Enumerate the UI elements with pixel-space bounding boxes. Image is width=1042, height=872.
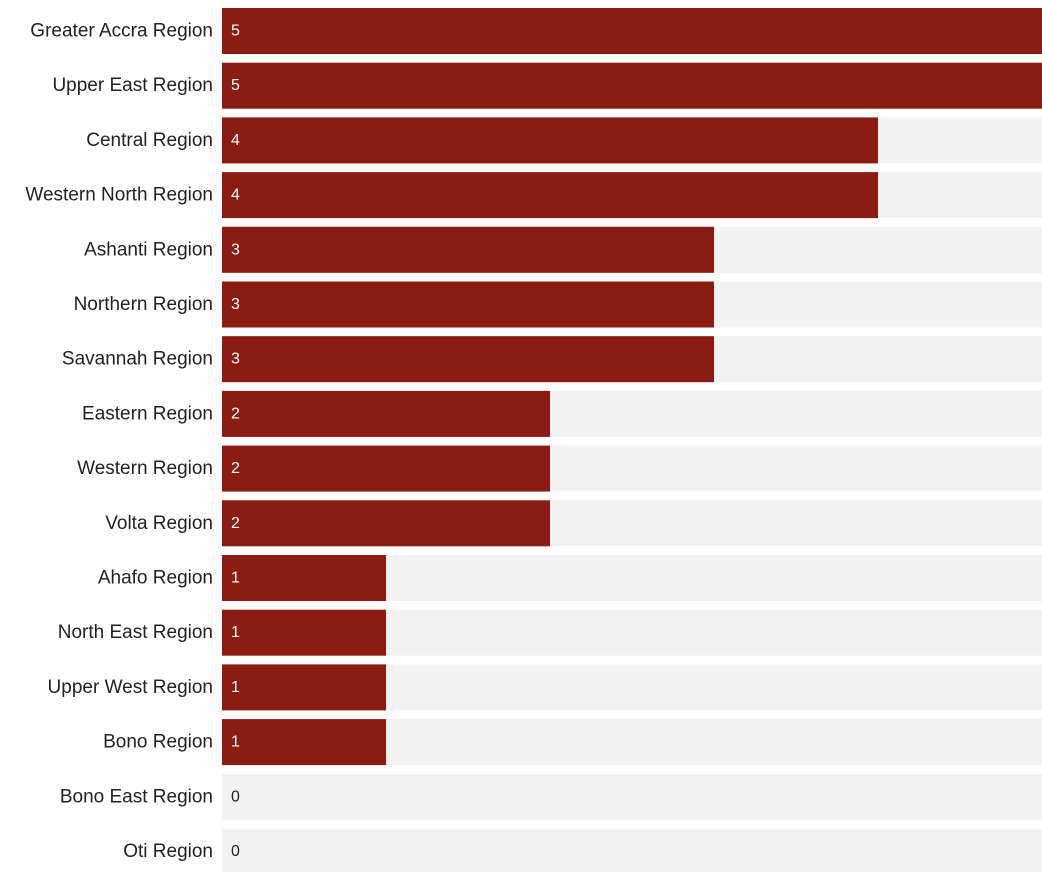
value-label-greater-accra-region: 5 bbox=[231, 23, 240, 40]
bar-savannah-region bbox=[222, 336, 714, 383]
bar-upper-east-region bbox=[222, 62, 1042, 109]
bar-track-bono-east-region bbox=[222, 773, 1042, 820]
bar-upper-west-region bbox=[222, 664, 386, 711]
bar-row-volta-region: Volta Region 2 bbox=[105, 500, 1042, 547]
bar-row-ahafo-region: Ahafo Region 1 bbox=[98, 555, 1042, 601]
value-label-oti-region: 0 bbox=[231, 843, 240, 860]
category-label-savannah-region: Savannah Region bbox=[62, 349, 213, 370]
bar-row-central-region: Central Region 4 bbox=[86, 117, 1042, 164]
chart-rows: Greater Accra Region 5 Upper East Region 5 C… bbox=[25, 8, 1042, 872]
category-label-oti-region: Oti Region bbox=[123, 841, 213, 862]
category-label-northern-region: Northern Region bbox=[74, 294, 213, 315]
bar-row-upper-west-region: Upper West Region 1 bbox=[48, 664, 1042, 711]
bar-track-oti-region bbox=[222, 828, 1042, 872]
bar-greater-accra-region bbox=[222, 8, 1042, 54]
category-label-ashanti-region: Ashanti Region bbox=[84, 239, 213, 260]
value-label-north-east-region: 1 bbox=[231, 624, 240, 641]
category-label-volta-region: Volta Region bbox=[105, 513, 213, 534]
bar-western-region bbox=[222, 445, 550, 492]
value-label-ashanti-region: 3 bbox=[231, 241, 240, 258]
bar-row-western-north-region: Western North Region 4 bbox=[25, 172, 1042, 219]
bar-western-north-region bbox=[222, 172, 878, 219]
value-label-bono-east-region: 0 bbox=[231, 788, 240, 805]
category-label-bono-region: Bono Region bbox=[103, 732, 213, 753]
value-label-upper-west-region: 1 bbox=[231, 679, 240, 696]
category-label-upper-east-region: Upper East Region bbox=[52, 75, 213, 96]
category-label-ahafo-region: Ahafo Region bbox=[98, 568, 213, 589]
bar-row-oti-region: Oti Region 0 bbox=[123, 828, 1042, 872]
bar-row-savannah-region: Savannah Region 3 bbox=[62, 336, 1042, 383]
bar-bono-region bbox=[222, 719, 386, 766]
bar-row-bono-region: Bono Region 1 bbox=[103, 719, 1042, 766]
bar-north-east-region bbox=[222, 609, 386, 656]
bar-row-bono-east-region: Bono East Region 0 bbox=[60, 773, 1042, 820]
bar-eastern-region bbox=[222, 390, 550, 437]
category-label-north-east-region: North East Region bbox=[58, 622, 213, 643]
value-label-central-region: 4 bbox=[231, 132, 240, 149]
category-label-central-region: Central Region bbox=[86, 130, 213, 151]
value-label-eastern-region: 2 bbox=[231, 405, 240, 422]
category-label-bono-east-region: Bono East Region bbox=[60, 786, 213, 807]
bar-row-northern-region: Northern Region 3 bbox=[74, 281, 1042, 328]
value-label-upper-east-region: 5 bbox=[231, 77, 240, 94]
value-label-western-north-region: 4 bbox=[231, 187, 240, 204]
bar-ashanti-region bbox=[222, 226, 714, 273]
value-label-ahafo-region: 1 bbox=[231, 570, 240, 587]
bar-row-eastern-region: Eastern Region 2 bbox=[82, 390, 1042, 437]
bar-volta-region bbox=[222, 500, 550, 547]
value-label-volta-region: 2 bbox=[231, 515, 240, 532]
bar-row-north-east-region: North East Region 1 bbox=[58, 609, 1042, 656]
category-label-greater-accra-region: Greater Accra Region bbox=[30, 21, 213, 42]
category-label-upper-west-region: Upper West Region bbox=[48, 677, 213, 698]
value-label-bono-region: 1 bbox=[231, 734, 240, 751]
bar-northern-region bbox=[222, 281, 714, 328]
category-label-western-region: Western Region bbox=[77, 458, 213, 479]
value-label-western-region: 2 bbox=[231, 460, 240, 477]
category-label-western-north-region: Western North Region bbox=[25, 185, 213, 206]
bar-row-upper-east-region: Upper East Region 5 bbox=[52, 62, 1042, 109]
bar-row-western-region: Western Region 2 bbox=[77, 445, 1042, 492]
value-label-savannah-region: 3 bbox=[231, 351, 240, 368]
bar-row-ashanti-region: Ashanti Region 3 bbox=[84, 226, 1042, 273]
bar-ahafo-region bbox=[222, 555, 386, 601]
bar-row-greater-accra-region: Greater Accra Region 5 bbox=[30, 8, 1042, 54]
value-label-northern-region: 3 bbox=[231, 296, 240, 313]
category-label-eastern-region: Eastern Region bbox=[82, 403, 213, 424]
bar-central-region bbox=[222, 117, 878, 164]
